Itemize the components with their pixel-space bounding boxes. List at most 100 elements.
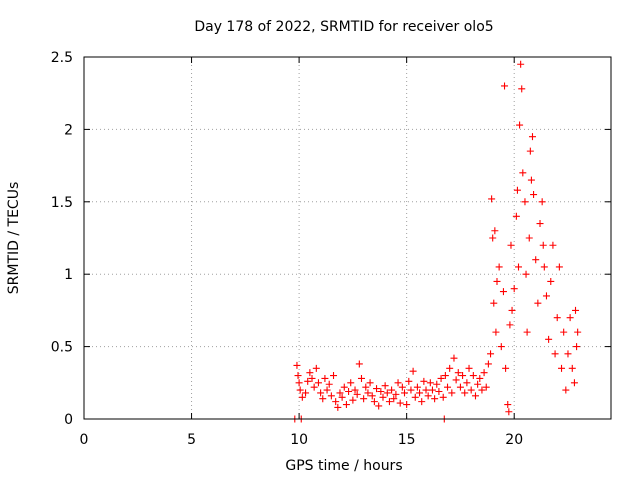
data-point [459,372,467,380]
data-point [416,389,424,397]
data-point [336,389,344,397]
data-point [426,379,434,387]
data-point [428,386,436,394]
data-point [379,393,387,401]
data-point [433,380,441,388]
data-point [368,392,376,400]
data-point [420,377,428,385]
data-point [405,377,413,385]
data-point [515,263,523,271]
y-tick-label: 2 [64,122,73,138]
data-point [482,383,490,391]
data-point [448,389,456,397]
data-point [349,396,357,404]
y-tick-label: 1.5 [51,195,73,211]
y-tick-label: 1 [64,267,73,283]
data-point [497,343,505,351]
data-point [491,227,499,235]
data-point [357,374,365,382]
data-point [568,364,576,372]
data-point [492,328,500,336]
data-point [334,403,342,411]
data-point [562,386,570,394]
data-point [564,350,572,358]
data-point [508,306,516,314]
data-point [506,321,514,329]
data-point [499,288,507,296]
data-point [522,270,530,278]
data-point [525,234,533,242]
data-point [504,401,512,409]
data-point [347,379,355,387]
data-point [396,399,404,407]
data-point [317,389,325,397]
data-point [467,386,475,394]
data-point [572,306,580,314]
data-point [375,402,383,410]
data-point [342,401,350,409]
data-point [383,389,391,397]
data-point [493,277,501,285]
data-point [310,383,318,391]
data-point [538,198,546,206]
data-point [444,383,452,391]
data-point [518,85,526,93]
data-point [319,395,327,403]
data-point [312,364,320,372]
data-point [293,361,301,369]
data-point [478,386,486,394]
data-point [566,314,574,322]
data-point [539,241,547,249]
data-point [471,392,479,400]
data-point [370,398,378,406]
data-point [551,350,559,358]
data-point [306,369,314,377]
x-tick-label: 5 [187,432,196,448]
data-point [431,395,439,403]
data-point [411,393,419,401]
data-point [487,350,495,358]
data-point [388,386,396,394]
data-point [465,364,473,372]
data-point [407,386,415,394]
data-point [377,387,385,395]
data-point [573,343,581,351]
x-tick-label: 10 [290,432,308,448]
data-point [501,82,509,90]
data-point [530,191,538,199]
y-tick-label: 0 [64,412,73,428]
data-point [558,364,566,372]
data-point [469,372,477,380]
data-point [441,372,449,380]
data-point [418,398,426,406]
data-point [437,374,445,382]
data-point [461,389,469,397]
data-point [353,390,361,398]
data-point [360,395,368,403]
y-tick-label: 2.5 [51,50,73,66]
data-point [517,60,525,68]
data-point [323,386,331,394]
data-point [390,395,398,403]
data-point [527,176,535,184]
data-point [345,387,353,395]
data-point [495,263,503,271]
data-point [401,389,409,397]
data-point [523,328,531,336]
data-point [553,314,561,322]
data-point [355,360,363,368]
plot-frame [83,56,612,420]
data-point [373,385,381,393]
data-point [456,383,464,391]
data-point [381,382,389,390]
data-point [295,379,303,387]
data-point [439,393,447,401]
data-point [540,263,548,271]
data-point [490,299,498,307]
grid-lines [84,57,611,419]
data-point [294,372,302,380]
data-point [513,186,521,194]
data-point [534,299,542,307]
data-point [422,386,430,394]
